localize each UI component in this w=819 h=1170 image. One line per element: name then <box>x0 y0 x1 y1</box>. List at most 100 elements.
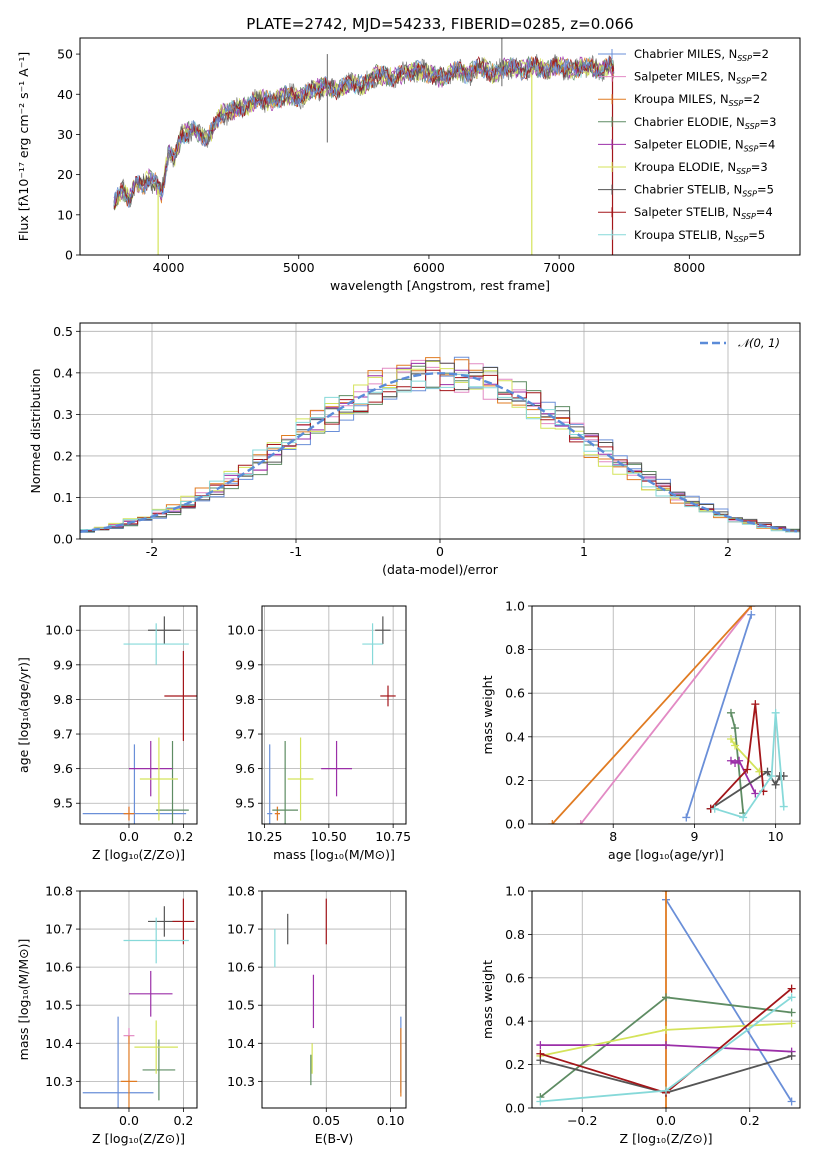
y-tick-label: 0.6 <box>505 686 525 701</box>
y-tick-label: 9.6 <box>235 761 255 776</box>
y-tick-label: 0.2 <box>505 773 525 788</box>
y-tick-label: 9.9 <box>53 657 73 672</box>
series-marker <box>787 1051 796 1060</box>
x-tick-label: 8000 <box>673 260 705 275</box>
y-axis-label: Normed distribution <box>28 369 43 494</box>
legend-label: 𝒩(0, 1) <box>738 336 780 350</box>
series-line-kroupa_stelib <box>714 712 785 819</box>
x-axis-label: wavelength [Angstrom, rest frame] <box>330 278 550 293</box>
x-tick-label: 4000 <box>153 260 185 275</box>
series-marker <box>787 993 796 1002</box>
y-tick-label: 0.1 <box>53 490 73 505</box>
series-marker <box>662 1025 670 1034</box>
series-marker <box>731 741 740 750</box>
legend-label: Salpeter MILES, NSSP=2 <box>634 70 768 86</box>
x-tick-label: 0.2 <box>173 1113 193 1128</box>
series-marker <box>747 606 756 610</box>
x-axis-label: Z [log₁₀(Z/Z⊙)] <box>92 847 185 862</box>
series-marker <box>576 820 585 824</box>
series-marker <box>787 1097 796 1106</box>
y-tick-label: 10.8 <box>227 884 255 899</box>
legend-label: Chabrier STELIB, NSSP=5 <box>634 183 774 199</box>
y-tick-label: 0.2 <box>53 448 73 463</box>
x-tick-label: 9 <box>690 829 698 844</box>
x-tick-label: 0.0 <box>119 1113 139 1128</box>
x-tick-label: 0.2 <box>173 829 193 844</box>
spectrum-line-chabrier_miles <box>113 57 615 209</box>
histogram-kroupa_miles <box>80 357 800 539</box>
x-tick-label: 10.50 <box>311 829 347 844</box>
x-tick-label: 1 <box>580 544 588 559</box>
mass_vs_Z-panel: 0.0 0.2 10.3 10.4 10.5 10.6 10.7 10.8 Z [log₁₀(Z… <box>16 884 198 1146</box>
y-tick-label: 30 <box>57 127 73 142</box>
y-tick-label: 0.4 <box>505 729 525 744</box>
series-marker <box>751 700 760 709</box>
y-axis-label: mass weight <box>480 675 495 754</box>
series-marker <box>735 756 744 765</box>
series-marker <box>771 708 780 717</box>
y-axis-label: age [log₁₀(age/yr)] <box>16 657 31 773</box>
x-tick-label: 8 <box>609 829 617 844</box>
age_vs_Z-panel: 0.0 0.2 9.5 9.6 9.7 9.8 9.9 10.0 Z [log₁₀(Z/Z⊙)]… <box>16 605 198 862</box>
series-marker <box>787 1019 796 1028</box>
spectrum-lines <box>113 38 615 255</box>
axes-frame <box>531 605 801 825</box>
residuals-legend: 𝒩(0, 1) <box>700 336 780 350</box>
axes-frame <box>79 37 801 256</box>
legend-label: Salpeter STELIB, NSSP=4 <box>634 205 773 221</box>
x-axis-label: (data-model)/error <box>382 562 499 577</box>
series-marker <box>731 758 740 767</box>
series-line-kroupa_miles <box>551 606 752 824</box>
legend-label: Kroupa ELODIE, NSSP=3 <box>634 160 768 176</box>
y-tick-label: 10.5 <box>45 998 73 1013</box>
x-tick-label: 10.75 <box>375 829 411 844</box>
y-tick-label: 0.0 <box>505 817 525 832</box>
y-tick-label: 10.4 <box>45 1036 73 1051</box>
x-tick-label: 0.0 <box>656 1113 676 1128</box>
y-tick-label: 0.6 <box>505 970 525 985</box>
spectrum-panel: 4000 5000 6000 7000 8000 0 10 20 30 40 50 wavelengt… <box>16 37 801 293</box>
y-tick-label: 9.7 <box>235 727 255 742</box>
legend-label: Kroupa STELIB, NSSP=5 <box>634 228 765 244</box>
spectrum-legend: Chabrier MILES, NSSP=2 Salpeter MILES, NS… <box>598 47 776 244</box>
spectrum-line-salpeter_stelib <box>113 55 615 209</box>
y-tick-label: 0.0 <box>53 532 73 547</box>
x-tick-label: 0.10 <box>377 1113 405 1128</box>
x-axis-label: Z [log₁₀(Z/Z⊙)] <box>92 1131 185 1146</box>
series-marker <box>726 708 735 717</box>
y-tick-label: 10.8 <box>45 884 73 899</box>
x-axis-label: mass [log₁₀(M/M⊙)] <box>273 847 395 862</box>
y-tick-label: 0.5 <box>53 324 73 339</box>
series-marker <box>726 756 735 765</box>
histograms <box>80 356 800 539</box>
gaussian-curve <box>80 372 798 533</box>
weight_vs_age-panel: 8 9 10 0.0 0.2 0.4 0.6 0.8 1.0 age [log₁₀(age/yr)… <box>480 599 801 862</box>
series-marker <box>662 1104 670 1108</box>
series-marker <box>662 1041 670 1050</box>
series-marker <box>536 1097 545 1106</box>
axes-frame <box>79 322 801 540</box>
y-tick-label: 9.7 <box>53 727 73 742</box>
axes-frame <box>261 605 407 825</box>
x-tick-label: 7000 <box>543 260 575 275</box>
mass_vs_Z-points <box>82 898 195 1108</box>
age_vs_Z-points <box>82 616 197 824</box>
series-marker <box>662 1086 670 1095</box>
x-tick-label: 10.25 <box>247 829 283 844</box>
plots: 4000 5000 6000 7000 800001020304050wavelengt… <box>16 37 801 1146</box>
series-marker <box>743 765 752 774</box>
axes-frame <box>261 890 407 1109</box>
legend-label: Chabrier MILES, NSSP=2 <box>634 47 769 63</box>
legend-label: Salpeter ELODIE, NSSP=4 <box>634 137 775 153</box>
weight_vs_Z-series <box>536 891 796 1108</box>
series-marker <box>763 767 772 776</box>
y-tick-label: 9.9 <box>235 657 255 672</box>
y-tick-label: 9.6 <box>53 761 73 776</box>
legend-label: Chabrier ELODIE, NSSP=3 <box>634 115 776 131</box>
x-tick-label: 0 <box>436 544 444 559</box>
series-line-salpeter_miles <box>579 606 753 824</box>
series-marker <box>536 1049 545 1058</box>
y-tick-label: 1.0 <box>505 599 525 614</box>
y-tick-label: 9.8 <box>235 692 255 707</box>
